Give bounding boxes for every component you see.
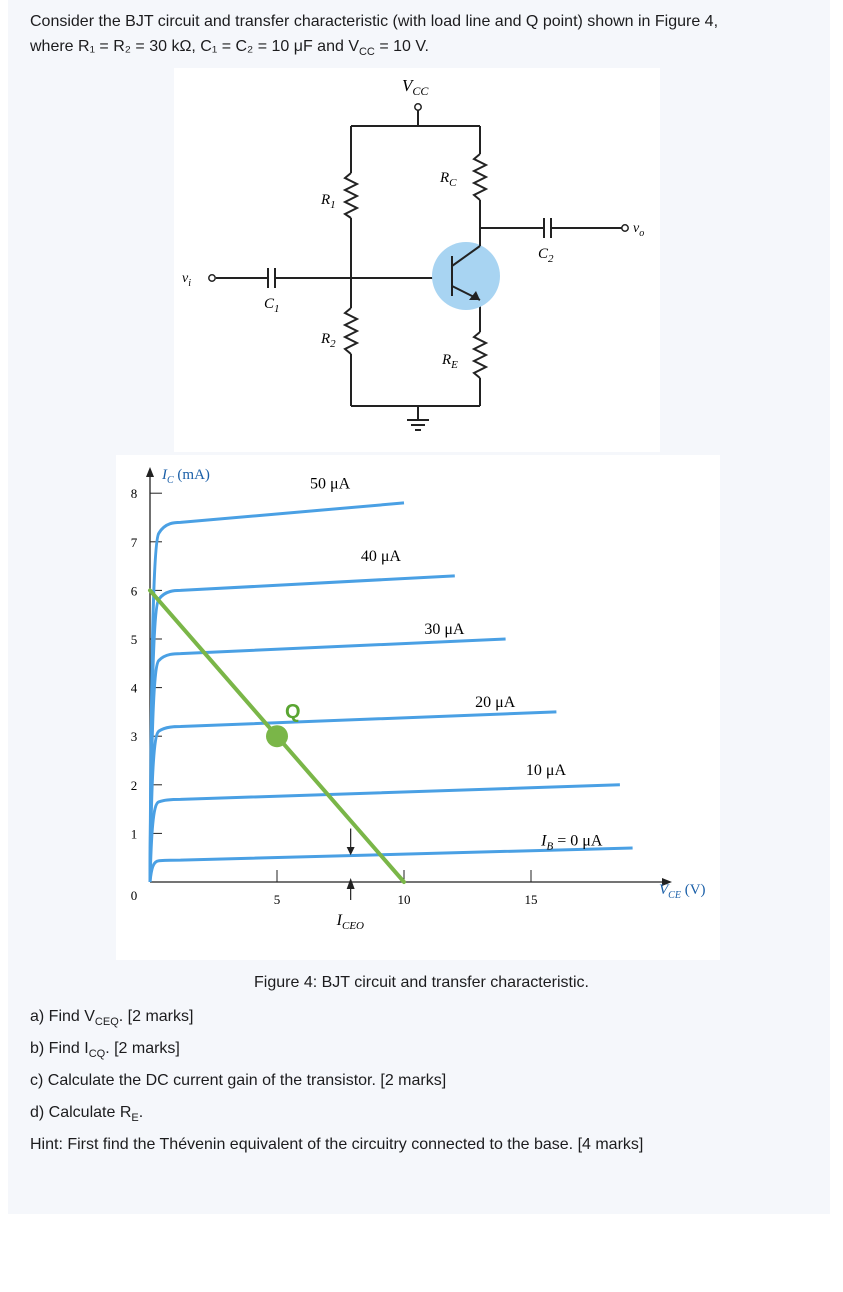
r1-label: R1 <box>320 192 336 211</box>
r2-label: R2 <box>320 331 336 350</box>
x-axis-arrow <box>662 878 672 886</box>
figure-caption: Figure 4: BJT circuit and transfer chara… <box>254 974 589 991</box>
x-tick-label-5: 5 <box>274 892 281 907</box>
y-tick-label-3: 3 <box>131 729 138 744</box>
y-tick-label-4: 4 <box>131 681 138 696</box>
transfer-characteristic-chart: 1 2 3 4 5 6 7 8 5 10 15 0 Q IC (mA) VCE (V) 50 μA 40 μ… <box>131 467 706 932</box>
curve-label-2: 30 μA <box>424 621 465 638</box>
q-point <box>266 725 288 748</box>
curve-label-4: 10 μA <box>526 762 567 779</box>
ib-curve-4 <box>148 783 620 883</box>
vo-label: vo <box>633 221 644 239</box>
x-tick-label-15: 15 <box>525 892 538 907</box>
circuit-panel: VCC R1 R2 RC RE C1 C2 vi vo <box>174 68 660 452</box>
y-axis-label: IC (mA) <box>161 467 210 486</box>
re-label: RE <box>441 352 458 371</box>
curve-label-3: 20 μA <box>475 694 516 711</box>
curve-label-ib0: IB = 0 μA <box>540 833 603 853</box>
rc-label: RC <box>439 170 457 189</box>
origin-label: 0 <box>131 888 138 903</box>
iceo-arrowhead-bottom <box>346 878 355 889</box>
iceo-label: ICEO <box>336 912 364 932</box>
y-tick-label-6: 6 <box>131 583 138 598</box>
intro-line-1: Consider the BJT circuit and transfer ch… <box>30 13 719 30</box>
x-tick-label-10: 10 <box>398 892 411 907</box>
y-tick-label-8: 8 <box>131 486 138 501</box>
c2-label: C2 <box>538 246 554 265</box>
q-point-label: Q <box>285 701 301 723</box>
ib-curve-2 <box>148 637 506 883</box>
vcc-label: VCC <box>402 76 429 98</box>
y-tick-label-1: 1 <box>131 826 138 841</box>
intro-line-2: where R₁ = R₂ = 30 kΩ, C₁ = C₂ = 10 μF a… <box>30 38 429 59</box>
iceo-arrowhead-top <box>346 847 355 856</box>
c1-label: C1 <box>264 296 280 315</box>
vi-label: vi <box>182 271 191 289</box>
task-c: c) Calculate the DC current gain of the … <box>30 1072 447 1089</box>
y-tick-label-2: 2 <box>131 778 138 793</box>
ground-icon <box>407 419 429 431</box>
ib-curve-1 <box>148 574 455 883</box>
task-a: a) Find VCEQ. [2 marks] <box>30 1008 194 1029</box>
curve-label-0: 50 μA <box>310 475 351 492</box>
y-axis-arrow <box>146 467 154 477</box>
task-b: b) Find ICQ. [2 marks] <box>30 1040 180 1061</box>
task-hint: Hint: First find the Thévenin equivalent… <box>30 1136 644 1153</box>
x-axis-label: VCE (V) <box>659 882 706 901</box>
transistor-symbol <box>451 228 481 301</box>
task-d: d) Calculate RE. <box>30 1104 144 1125</box>
y-tick-label-5: 5 <box>131 632 138 647</box>
chart-panel: 1 2 3 4 5 6 7 8 5 10 15 0 Q IC (mA) VCE (V) 50 μA 40 μ… <box>116 455 720 960</box>
y-tick-label-7: 7 <box>131 535 138 550</box>
ib-curve-5 <box>148 846 633 883</box>
transistor-highlight <box>432 242 500 310</box>
ib-curve-3 <box>148 710 557 883</box>
bjt-circuit-diagram: VCC R1 R2 RC RE C1 C2 vi vo <box>182 76 644 431</box>
curve-label-1: 40 μA <box>361 548 402 565</box>
